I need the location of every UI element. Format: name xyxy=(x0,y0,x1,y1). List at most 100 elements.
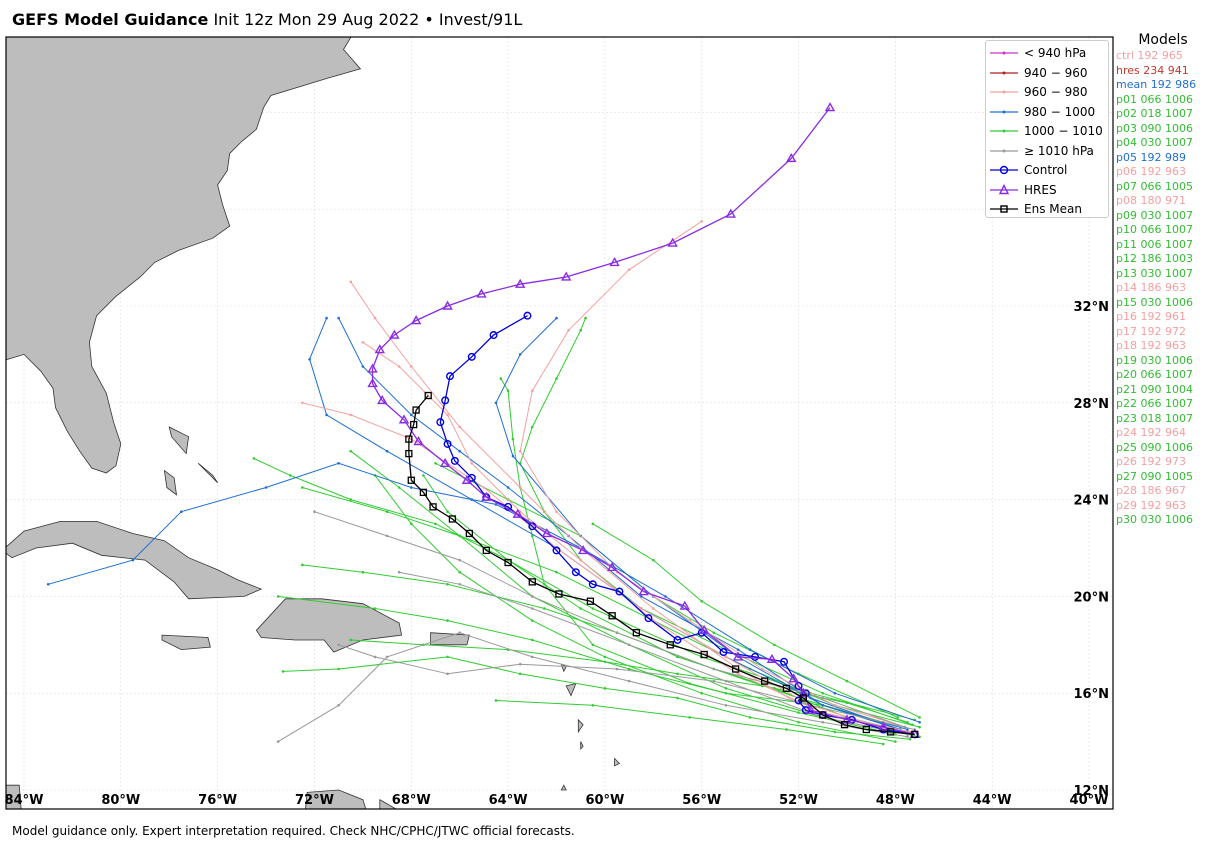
member-track-point xyxy=(409,365,413,368)
legend-label: ≥ 1010 hPa xyxy=(1024,143,1094,158)
model-entry: p24 192 964 xyxy=(1116,426,1186,439)
model-entry: p12 186 1003 xyxy=(1116,252,1193,265)
hres-point xyxy=(374,344,386,354)
control-point xyxy=(450,456,459,465)
member-track-point xyxy=(615,631,619,634)
land-polygon xyxy=(168,426,190,455)
lat-tick-label: 24°N xyxy=(1074,494,1109,509)
control-point xyxy=(644,614,653,623)
member-track-point xyxy=(373,607,377,610)
member-track-point xyxy=(409,486,413,489)
member-track-point xyxy=(530,619,534,622)
mean-point xyxy=(448,515,457,523)
member-track-point xyxy=(615,667,619,671)
landmass xyxy=(6,37,621,809)
longitude-labels: 84°W 80°W 76°W 72°W 68°W 64°W 60°W 56°W 52°W 48°W… xyxy=(5,793,1109,808)
member-track-point xyxy=(773,643,776,647)
member-track-point xyxy=(397,486,401,489)
control-point xyxy=(441,396,450,405)
member-track-point xyxy=(434,522,437,526)
legend-label: Control xyxy=(1024,163,1068,177)
land-polygon xyxy=(6,521,263,600)
member-track-point xyxy=(361,341,365,344)
mean-point xyxy=(761,677,769,685)
hres-point xyxy=(577,545,589,555)
land-polygon xyxy=(379,799,397,809)
legend-label: 960 − 980 xyxy=(1024,85,1088,99)
member-track-point xyxy=(313,510,316,513)
lon-tick-label: 40°W xyxy=(1070,793,1109,808)
model-entry: p02 018 1007 xyxy=(1116,107,1193,120)
member-track-point xyxy=(518,449,522,453)
member-track-point xyxy=(511,454,515,458)
lon-tick-label: 72°W xyxy=(295,793,334,808)
member-track-point xyxy=(603,655,607,659)
member-track-point xyxy=(896,716,900,719)
legend-label: < 940 hPa xyxy=(1024,46,1087,60)
member-track-point xyxy=(446,655,449,659)
member-track-point xyxy=(349,413,353,417)
land-polygon xyxy=(565,682,577,697)
hres-point xyxy=(481,491,492,501)
member-track-point xyxy=(530,655,534,659)
member-track-point xyxy=(458,558,461,562)
member-track-point xyxy=(833,704,837,707)
member-track-point xyxy=(688,716,691,719)
member-track-point xyxy=(518,662,522,666)
member-track-point xyxy=(591,522,595,526)
member-track-line xyxy=(374,475,896,743)
member-track-point xyxy=(385,449,389,453)
control-point xyxy=(446,372,455,381)
member-track-point xyxy=(881,742,885,746)
legend-label: 980 − 1000 xyxy=(1024,104,1096,119)
member-track-point xyxy=(46,583,50,586)
hres-point xyxy=(638,586,649,596)
member-track-point xyxy=(712,631,716,634)
control-point xyxy=(719,648,728,657)
member-track-line xyxy=(338,317,908,733)
member-track-point xyxy=(446,619,449,622)
member-track-point xyxy=(530,638,534,642)
mean-point xyxy=(429,503,437,511)
member-track-point xyxy=(724,687,728,690)
hres-point xyxy=(805,704,816,714)
member-track-point xyxy=(918,716,921,719)
model-entry: p29 192 963 xyxy=(1116,498,1186,512)
legend-item: 1000 − 1010 xyxy=(986,121,1108,141)
land-polygon xyxy=(560,784,567,791)
member-track-point xyxy=(555,570,558,574)
model-entry: p18 192 963 xyxy=(1116,339,1186,352)
member-track-point xyxy=(639,607,643,610)
hres-point xyxy=(389,329,400,339)
control-point xyxy=(588,580,597,589)
member-track-point xyxy=(422,474,425,477)
mean-point xyxy=(419,488,428,496)
member-track-point xyxy=(458,631,461,634)
member-track-point xyxy=(845,679,849,683)
land-polygon xyxy=(198,462,218,483)
member-track-point xyxy=(131,558,135,562)
member-track-point xyxy=(385,510,389,513)
mean-point xyxy=(886,728,895,736)
control-point xyxy=(615,587,624,596)
member-track-point xyxy=(506,486,510,489)
member-track-point xyxy=(736,648,740,651)
hres-point xyxy=(367,363,378,373)
legend-item: ≥ 1010 hPa xyxy=(986,141,1108,161)
land-polygon xyxy=(163,469,178,496)
mean-point xyxy=(666,641,674,649)
member-track-point xyxy=(555,316,558,320)
model-entry: p07 066 1005 xyxy=(1116,179,1193,193)
member-track-point xyxy=(397,570,401,574)
control-point xyxy=(436,418,445,427)
member-track-point xyxy=(748,716,752,719)
legend-swatch-icon xyxy=(990,90,1018,94)
member-track-point xyxy=(494,699,498,702)
legend-item: 940 − 960 xyxy=(986,63,1108,83)
model-entry: p05 192 989 xyxy=(1116,150,1186,164)
member-track-point xyxy=(373,316,377,320)
hres-point xyxy=(439,457,451,467)
legend-swatch-icon xyxy=(990,165,1018,175)
control-point xyxy=(489,331,498,340)
mean-track-line xyxy=(408,395,915,735)
